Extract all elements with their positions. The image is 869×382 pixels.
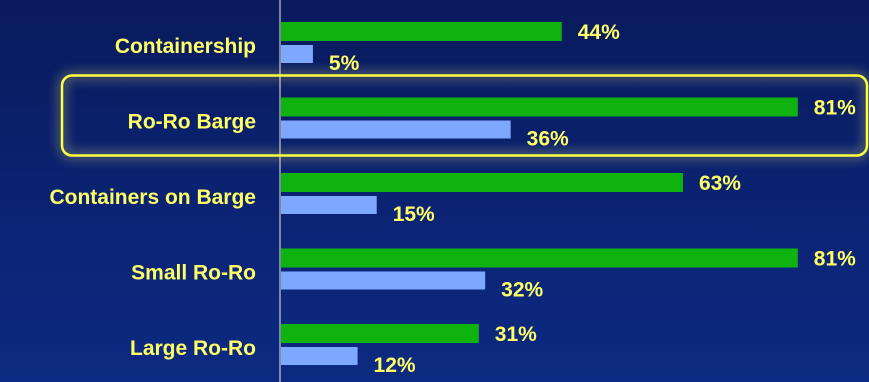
bar-blue-4 — [281, 347, 358, 365]
data-label-blue-3: 32% — [501, 279, 543, 302]
labels-layer: Containership 44% 5% Ro-Ro Barge 81% 36% Conta… — [49, 21, 856, 377]
bar-blue-2 — [281, 196, 377, 214]
bar-green-4 — [281, 324, 479, 343]
data-label-green-0: 44% — [578, 21, 620, 44]
category-label-ro-ro-barge: Ro-Ro Barge — [128, 111, 256, 134]
data-label-green-4: 31% — [495, 323, 537, 346]
category-label-containership: Containership — [115, 35, 256, 58]
highlight-box — [60, 74, 869, 157]
bar-blue-1 — [281, 120, 511, 139]
category-label-containers-on-barge: Containers on Barge — [49, 186, 256, 209]
bar-green-2 — [281, 173, 683, 192]
data-label-blue-1: 36% — [527, 128, 569, 151]
data-label-green-1: 81% — [814, 97, 856, 120]
bar-green-1 — [281, 97, 798, 117]
data-label-blue-2: 15% — [393, 203, 435, 226]
bar-green-3 — [281, 248, 798, 268]
data-label-blue-4: 12% — [374, 354, 416, 377]
bar-blue-3 — [281, 271, 486, 290]
data-label-green-3: 81% — [814, 248, 856, 271]
data-label-green-2: 63% — [699, 172, 741, 195]
bars-layer — [281, 22, 798, 365]
category-label-small-ro-ro: Small Ro-Ro — [131, 262, 256, 285]
bar-blue-0 — [281, 45, 313, 63]
bar-green-0 — [281, 22, 562, 41]
category-label-large-ro-ro: Large Ro-Ro — [130, 337, 256, 360]
data-label-blue-0: 5% — [329, 52, 360, 75]
